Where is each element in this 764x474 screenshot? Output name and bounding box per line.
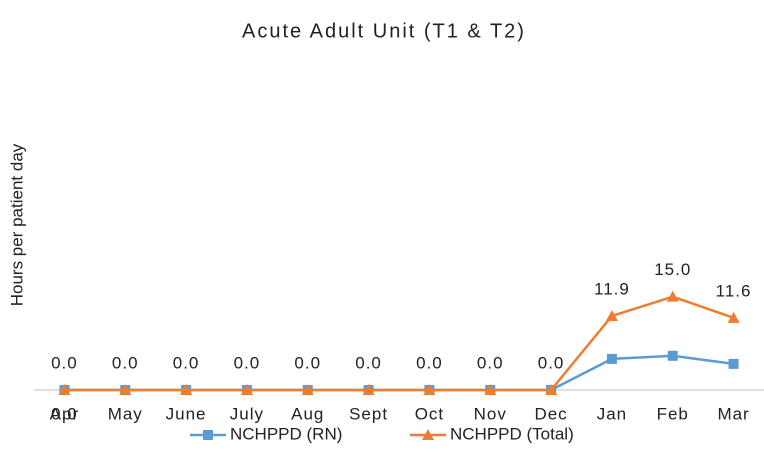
- x-tick-label: Mar: [717, 404, 749, 423]
- chart-title: Acute Adult Unit (T1 & T2): [242, 20, 526, 42]
- data-label: 11.9: [594, 279, 630, 298]
- marker: [606, 353, 617, 364]
- data-label: 0.0: [477, 353, 504, 372]
- data-label: 0.0: [538, 353, 565, 372]
- x-tick-label: Sept: [349, 404, 388, 423]
- data-label: 0.0: [294, 353, 321, 372]
- marker: [728, 358, 739, 369]
- legend-label: NCHPPD (RN): [230, 424, 342, 443]
- x-tick-label: Nov: [474, 404, 507, 423]
- x-tick-label: Dec: [534, 404, 567, 423]
- marker: [301, 384, 314, 395]
- marker: [605, 309, 618, 321]
- marker: [422, 429, 434, 440]
- data-label: 0.0: [234, 353, 261, 372]
- data-label: 0.0: [173, 353, 200, 372]
- marker: [423, 384, 436, 395]
- marker: [203, 430, 213, 440]
- x-tick-label: Feb: [657, 404, 689, 423]
- marker: [666, 290, 679, 302]
- x-tick-label: Apr: [50, 404, 79, 423]
- data-label: 0.0: [51, 353, 78, 372]
- series-line: [64, 295, 734, 392]
- data-label: 0.0: [355, 353, 382, 372]
- marker: [180, 384, 193, 395]
- marker: [727, 311, 740, 323]
- data-label: 11.6: [716, 281, 752, 300]
- data-label: 0.0: [416, 353, 443, 372]
- data-label: 0.0: [112, 353, 139, 372]
- marker: [362, 384, 375, 395]
- legend-label: NCHPPD (Total): [450, 424, 574, 443]
- data-label: 0.0: [51, 404, 78, 423]
- data-label: 15.0: [654, 260, 691, 279]
- marker: [240, 384, 253, 395]
- x-tick-label: July: [230, 404, 264, 423]
- marker: [484, 384, 497, 395]
- y-axis-label: Hours per patient day: [7, 143, 26, 306]
- marker: [667, 350, 678, 361]
- x-tick-label: Aug: [291, 404, 324, 423]
- x-tick-label: Jan: [597, 404, 627, 423]
- series-line: [64, 354, 734, 392]
- x-tick-label: May: [108, 404, 143, 423]
- x-tick-label: June: [166, 404, 207, 423]
- x-tick-label: Oct: [415, 404, 444, 423]
- marker: [58, 384, 71, 395]
- marker: [545, 384, 558, 395]
- marker: [119, 384, 132, 395]
